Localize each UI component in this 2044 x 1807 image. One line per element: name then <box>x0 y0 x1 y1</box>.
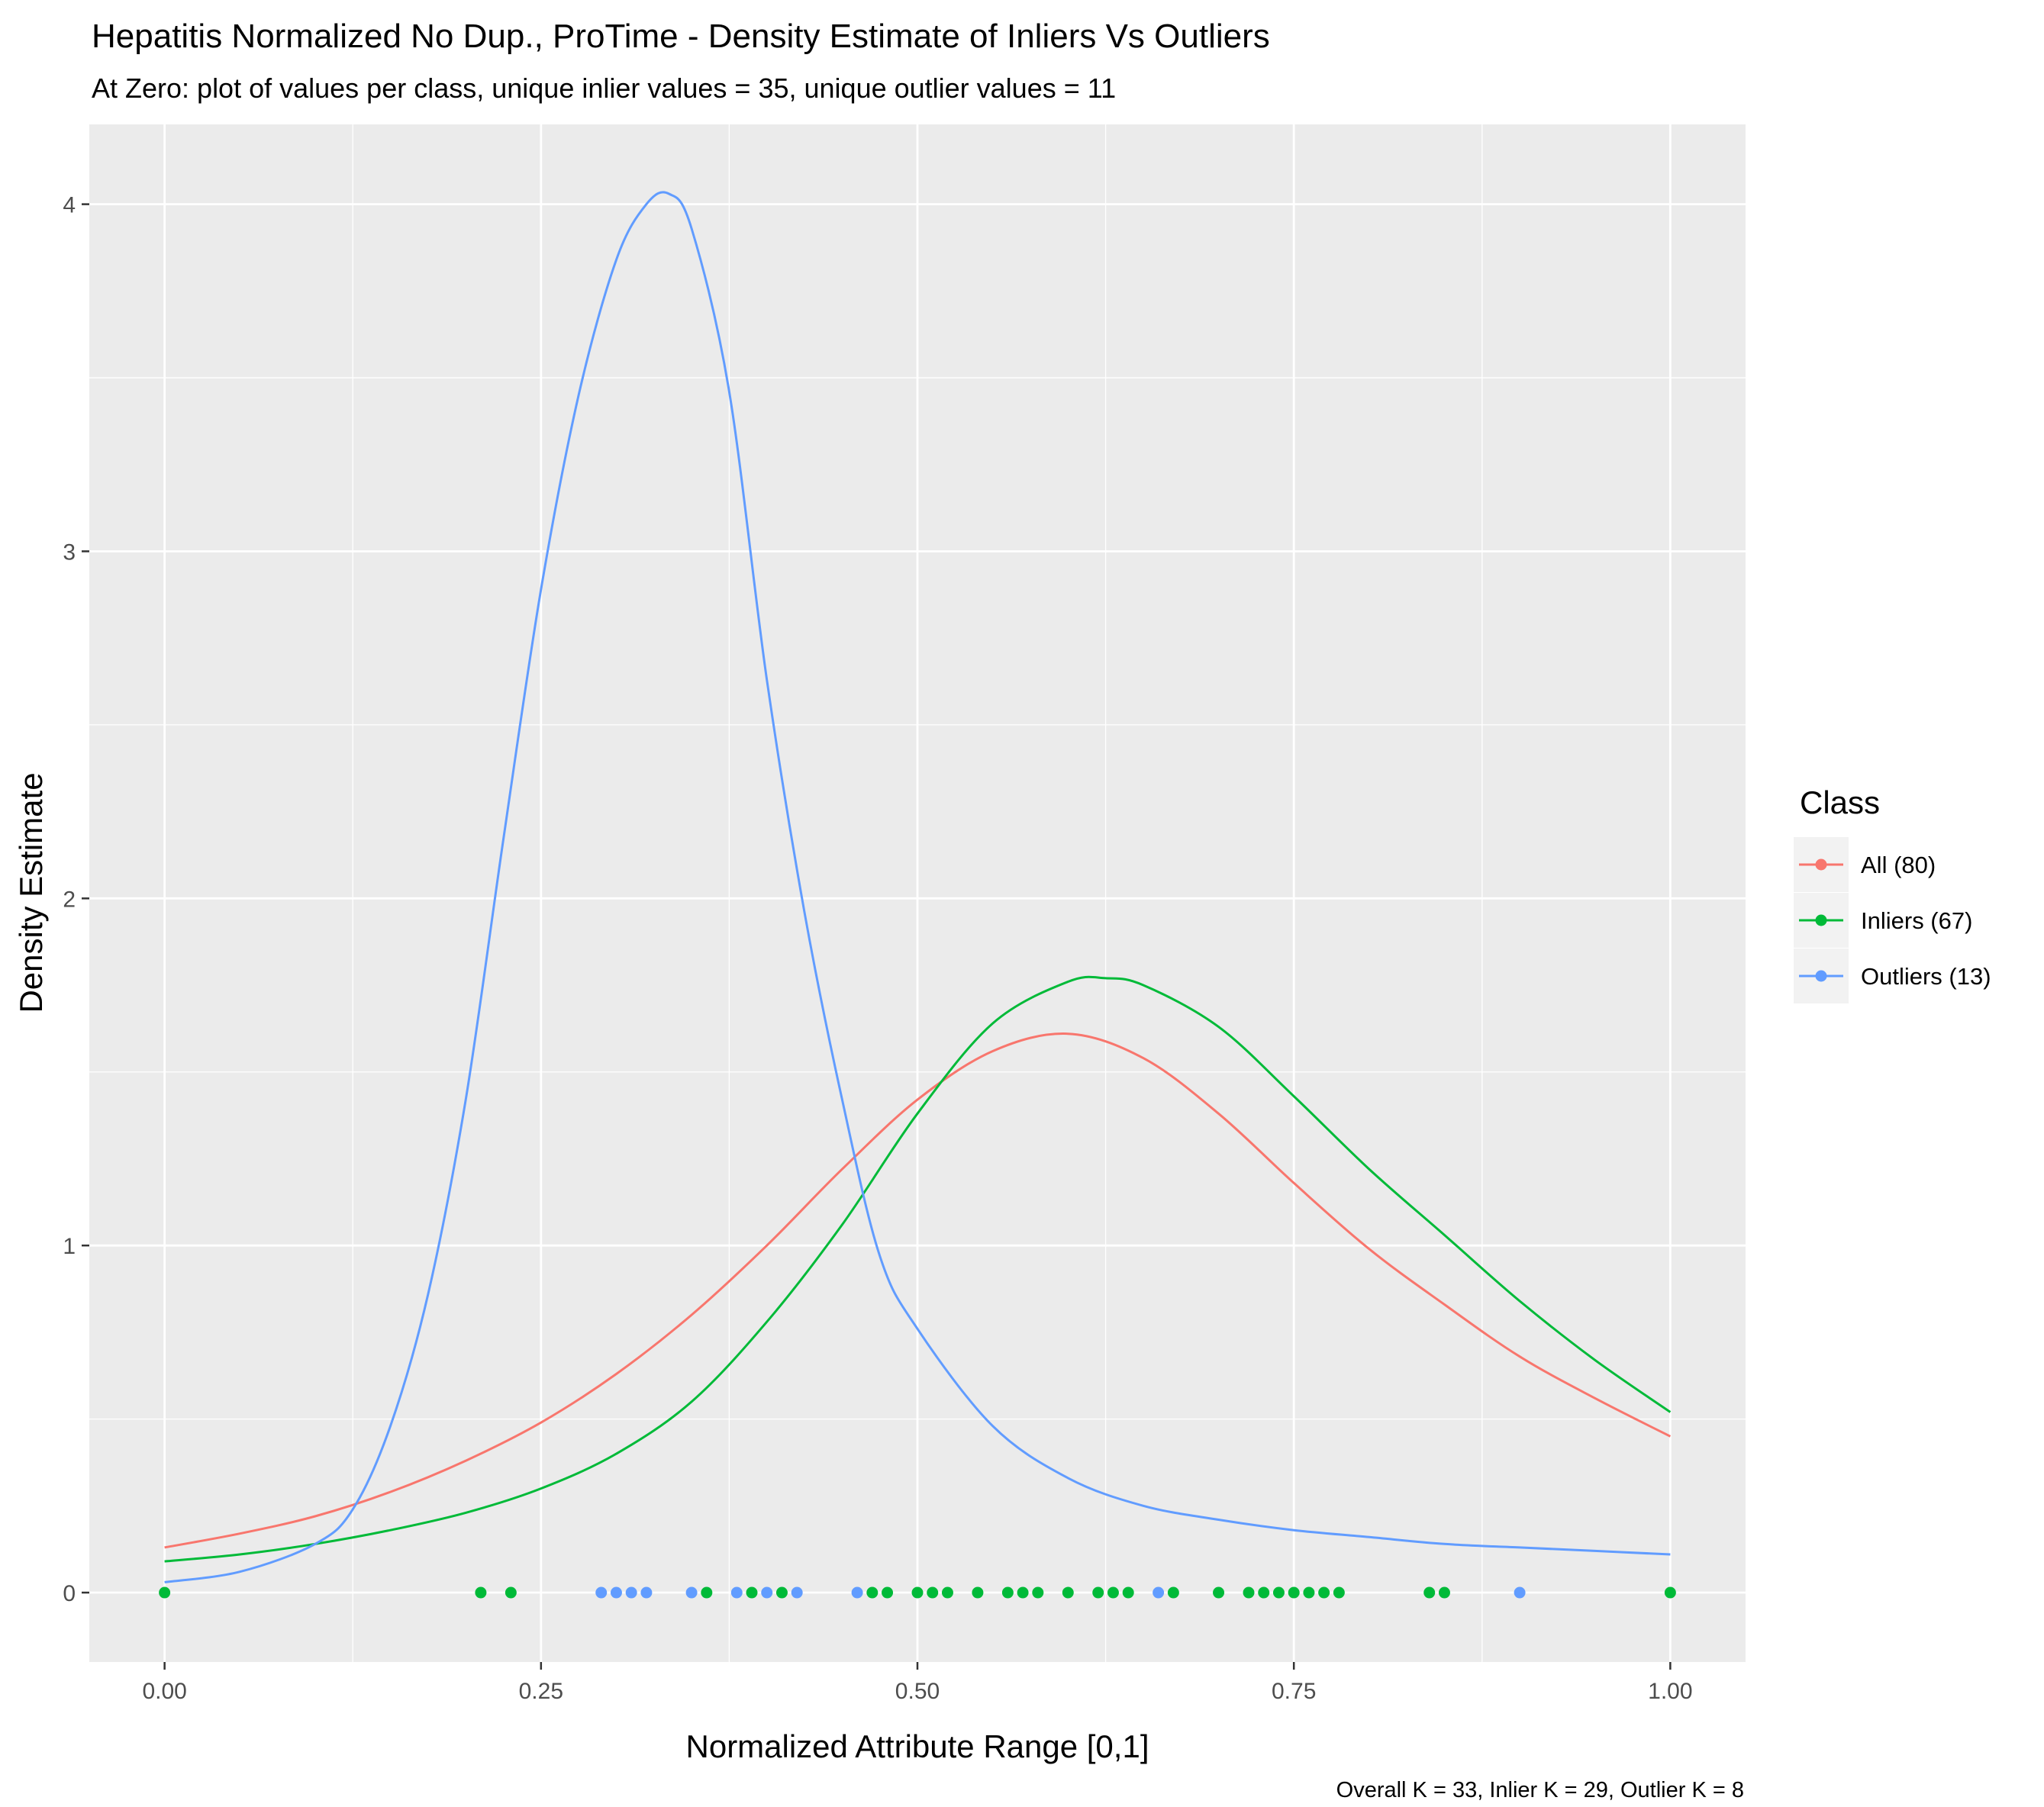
inlier-point <box>1318 1586 1330 1599</box>
inlier-point <box>1423 1586 1436 1599</box>
inlier-point <box>701 1586 713 1599</box>
legend-label: All (80) <box>1861 852 1936 878</box>
inlier-point <box>1333 1586 1345 1599</box>
x-tick-label: 0.00 <box>142 1679 186 1704</box>
chart-caption: Overall K = 33, Inlier K = 29, Outlier K… <box>1336 1778 1744 1802</box>
outlier-point <box>625 1586 637 1599</box>
outlier-point <box>730 1586 743 1599</box>
inlier-point <box>911 1586 924 1599</box>
inlier-point <box>1664 1586 1676 1599</box>
legend-key-point <box>1815 914 1827 926</box>
legend-label: Outliers (13) <box>1861 963 1991 990</box>
inlier-point <box>882 1586 894 1599</box>
inlier-point <box>475 1586 487 1599</box>
outlier-point <box>640 1586 653 1599</box>
inlier-point <box>1107 1586 1119 1599</box>
inlier-point <box>941 1586 953 1599</box>
inlier-point <box>775 1586 788 1599</box>
chart-title: Hepatitis Normalized No Dup., ProTime - … <box>92 18 1270 55</box>
inlier-point <box>1272 1586 1285 1599</box>
curve-all <box>164 1032 1672 1549</box>
inlier-point <box>972 1586 984 1599</box>
legend-item: All (80) <box>1794 837 1936 892</box>
density-curves <box>164 191 1672 1583</box>
outlier-point <box>791 1586 803 1599</box>
inlier-point <box>505 1586 517 1599</box>
legend-item: Inliers (67) <box>1794 893 1972 948</box>
inlier-point <box>159 1586 171 1599</box>
y-tick-label: 4 <box>63 193 76 218</box>
outlier-point <box>761 1586 773 1599</box>
inlier-point <box>1288 1586 1300 1599</box>
legend-item: Outliers (13) <box>1794 949 1991 1003</box>
inlier-point <box>1303 1586 1315 1599</box>
legend-key-point <box>1815 858 1827 871</box>
inlier-point <box>1017 1586 1029 1599</box>
legend: Class All (80) Inliers (67) Outliers (13) <box>1794 784 1991 1003</box>
outlier-point <box>1514 1586 1526 1599</box>
x-tick-label: 1.00 <box>1648 1679 1692 1704</box>
inlier-point <box>1001 1586 1014 1599</box>
y-tick-label: 3 <box>63 540 76 565</box>
x-tick-label: 0.25 <box>519 1679 563 1704</box>
inlier-point <box>1438 1586 1450 1599</box>
inlier-point <box>1258 1586 1270 1599</box>
grid-lines <box>89 124 1746 1662</box>
legend-label: Inliers (67) <box>1861 907 1972 934</box>
y-axis-title: Density Estimate <box>13 772 49 1013</box>
axes: 0.00 0.25 0.50 0.75 1.00 0 1 2 3 4 <box>63 193 1692 1704</box>
inlier-point <box>746 1586 758 1599</box>
outlier-point <box>610 1586 622 1599</box>
inlier-point <box>1092 1586 1104 1599</box>
curve-outliers <box>164 191 1671 1583</box>
x-tick-label: 0.50 <box>895 1679 940 1704</box>
legend-key-point <box>1815 970 1827 982</box>
x-axis-title: Normalized Attribute Range [0,1] <box>686 1728 1149 1764</box>
y-tick-label: 1 <box>63 1234 76 1259</box>
outlier-point <box>685 1586 698 1599</box>
inlier-point <box>1122 1586 1134 1599</box>
zero-points <box>159 1586 1676 1599</box>
outlier-point <box>1153 1586 1165 1599</box>
y-tick-label: 2 <box>63 887 76 912</box>
inlier-point <box>866 1586 879 1599</box>
inlier-point <box>1243 1586 1255 1599</box>
inlier-point <box>1062 1586 1074 1599</box>
inlier-point <box>1032 1586 1044 1599</box>
outlier-point <box>595 1586 608 1599</box>
curve-inliers <box>164 975 1672 1563</box>
inlier-point <box>927 1586 939 1599</box>
x-tick-label: 0.75 <box>1272 1679 1316 1704</box>
inlier-point <box>1213 1586 1225 1599</box>
legend-title: Class <box>1800 784 1880 820</box>
legend-keys: All (80) Inliers (67) Outliers (13) <box>1794 837 1991 1003</box>
inlier-point <box>1167 1586 1179 1599</box>
y-tick-label: 0 <box>63 1581 76 1606</box>
outlier-point <box>851 1586 863 1599</box>
chart-subtitle: At Zero: plot of values per class, uniqu… <box>92 72 1116 104</box>
